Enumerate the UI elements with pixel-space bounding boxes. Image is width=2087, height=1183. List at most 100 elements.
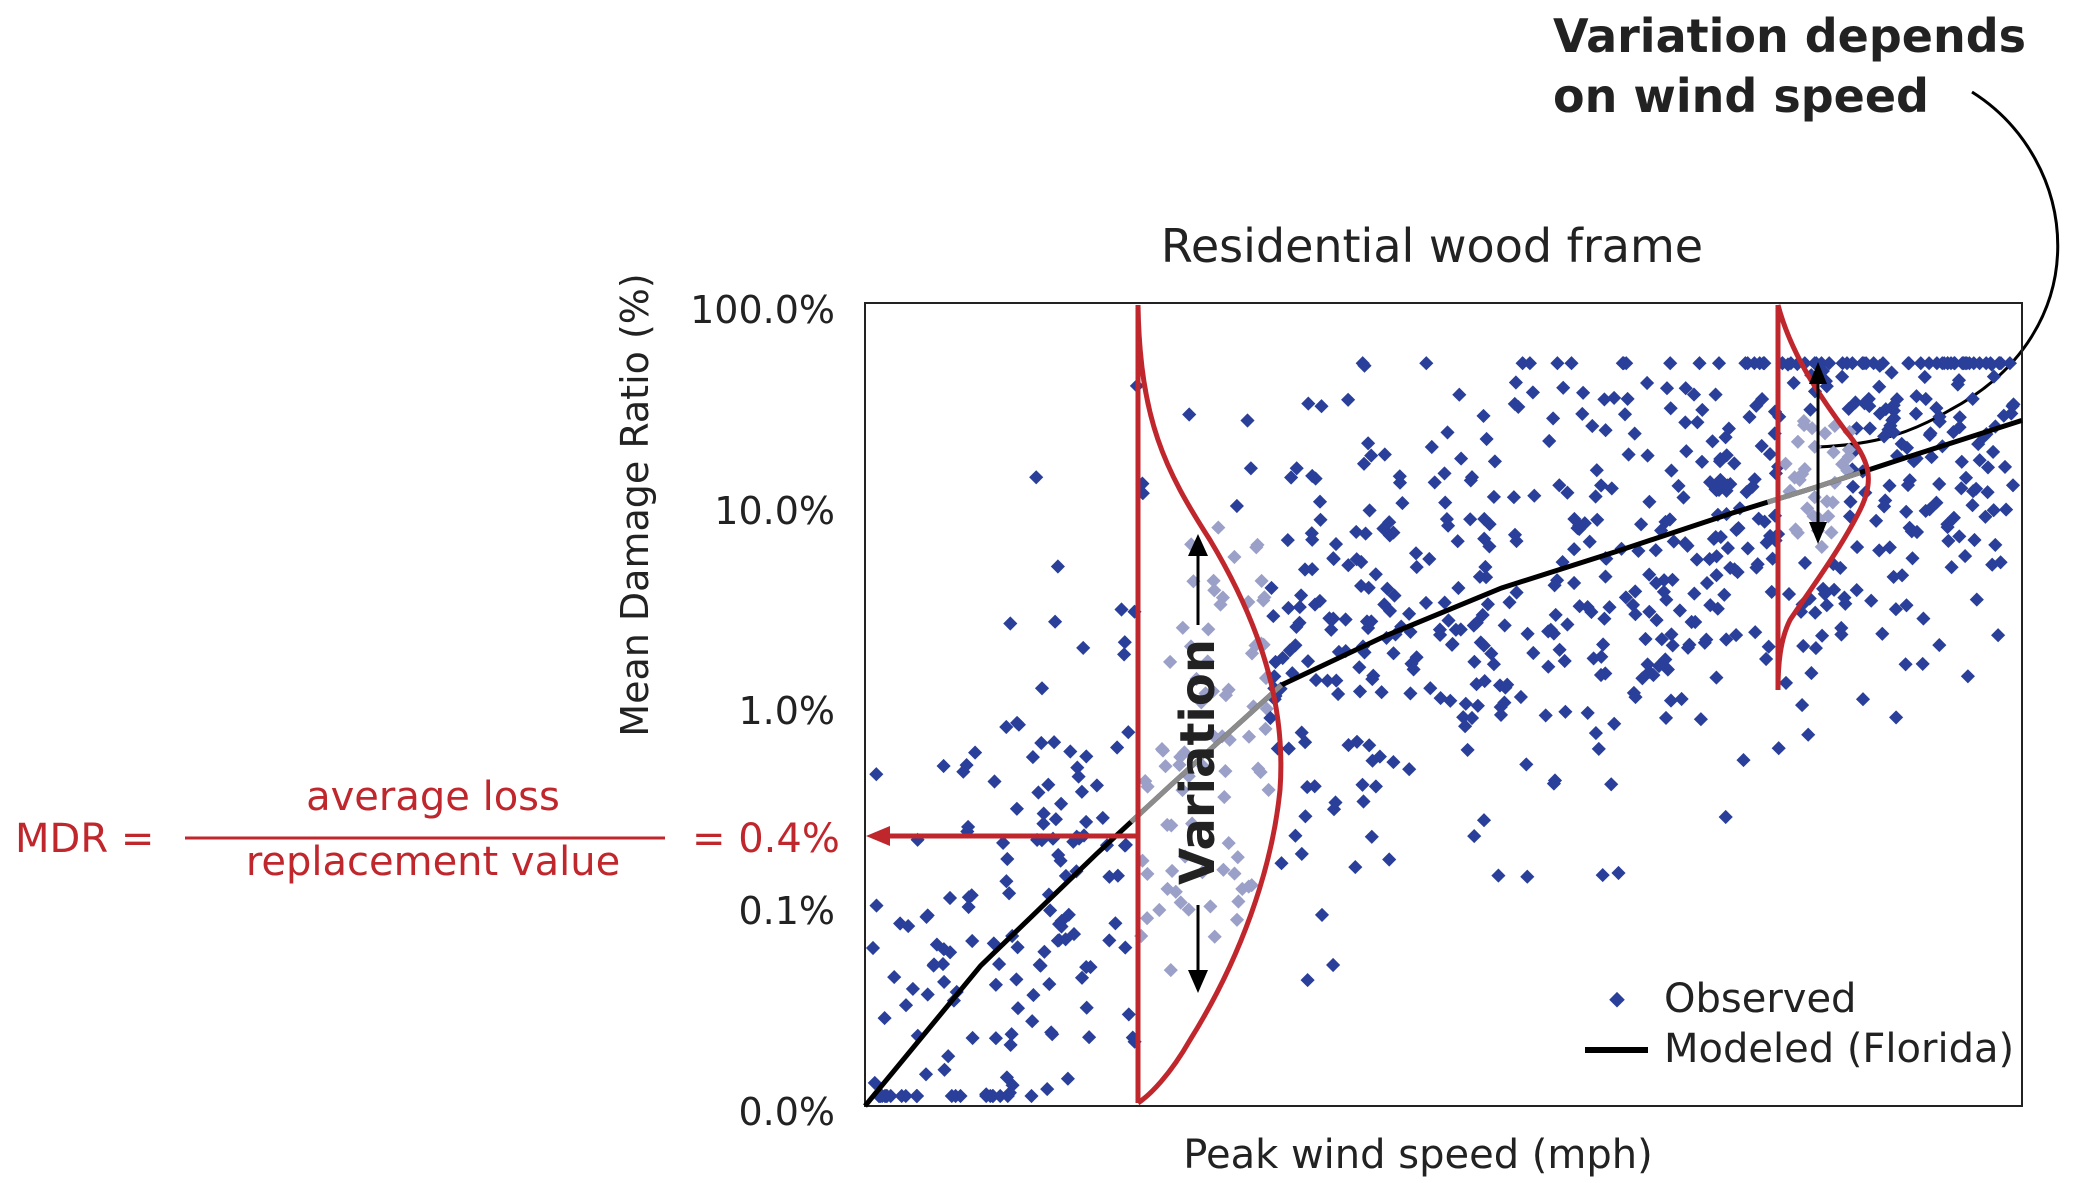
- observed-point: [1682, 637, 1697, 652]
- observed-point: [1713, 451, 1728, 467]
- observed-point: [1357, 358, 1372, 373]
- observed-point: [1507, 527, 1523, 542]
- observed-point: [1857, 396, 1872, 411]
- variation-right-arrow-down-head: [1809, 522, 1827, 544]
- observed-point: [1932, 638, 1947, 653]
- observed-point: [1720, 541, 1735, 556]
- observed-point: [1207, 929, 1222, 944]
- observed-point: [1665, 572, 1680, 587]
- observed-point: [1778, 456, 1793, 471]
- observed-point: [1947, 356, 1962, 371]
- observed-point: [1254, 573, 1269, 588]
- observed-point: [1050, 559, 1065, 574]
- observed-point: [1807, 439, 1822, 454]
- observed-point: [1699, 576, 1715, 591]
- observed-point: [1140, 911, 1155, 926]
- observed-point: [935, 957, 951, 972]
- observed-point: [1719, 632, 1734, 647]
- observed-point: [1331, 686, 1346, 702]
- observed-point: [1665, 638, 1680, 653]
- observed-point: [965, 933, 980, 949]
- observed-point: [1500, 677, 1515, 692]
- observed-point: [1138, 774, 1153, 789]
- observed-point: [1548, 607, 1563, 622]
- observed-point: [1440, 425, 1455, 440]
- observed-point: [988, 977, 1003, 992]
- observed-point: [1114, 602, 1129, 617]
- observed-point: [1666, 534, 1681, 549]
- observed-point: [1889, 710, 1904, 725]
- observed-point: [1991, 628, 2006, 643]
- observed-point: [1954, 481, 1969, 496]
- observed-point: [1079, 749, 1094, 764]
- observed-point: [1904, 524, 1919, 539]
- observed-point: [1888, 602, 1903, 617]
- observed-point: [1864, 593, 1879, 608]
- observed-point: [1002, 1085, 1017, 1100]
- observed-point: [1898, 657, 1913, 672]
- observed-point: [1025, 1014, 1040, 1029]
- observed-point: [1659, 381, 1675, 396]
- observed-point: [1198, 686, 1213, 701]
- observed-point: [1662, 512, 1677, 527]
- observed-point: [1095, 810, 1110, 825]
- observed-point: [941, 1049, 956, 1064]
- observed-point: [961, 899, 976, 915]
- observed-point: [1564, 356, 1579, 371]
- observed-point: [1872, 358, 1887, 373]
- observed-point: [1000, 851, 1015, 867]
- observed-point: [1477, 531, 1492, 546]
- observed-point: [1699, 632, 1714, 647]
- observed-point: [1354, 578, 1369, 593]
- observed-point: [1341, 558, 1356, 573]
- observed-point: [1229, 498, 1244, 514]
- observed-point: [1598, 423, 1613, 438]
- observed-point: [1466, 618, 1481, 633]
- observed-point: [1588, 489, 1603, 504]
- observed-point: [1558, 704, 1573, 719]
- observed-point: [1999, 502, 2014, 517]
- observed-point: [1708, 387, 1723, 402]
- observed-point: [1591, 741, 1606, 756]
- observed-point: [1525, 385, 1540, 400]
- observed-point: [905, 981, 920, 996]
- observed-point: [1922, 502, 1937, 517]
- observed-point: [1263, 710, 1278, 726]
- observed-point: [1519, 757, 1534, 772]
- observed-point: [1749, 398, 1764, 413]
- observed-point: [1472, 569, 1487, 584]
- observed-point: [1011, 717, 1026, 732]
- observed-point: [1967, 532, 1982, 548]
- observed-point: [1595, 868, 1610, 883]
- variation-right-arrow-up-head: [1809, 362, 1827, 384]
- observed-point: [1061, 907, 1076, 922]
- observed-point: [1118, 837, 1133, 852]
- observed-point: [1527, 488, 1542, 503]
- observed-point: [1312, 494, 1328, 509]
- observed-point: [1642, 604, 1657, 619]
- observed-point: [1403, 686, 1418, 701]
- observed-point: [1024, 1088, 1039, 1104]
- observed-point: [1849, 583, 1864, 598]
- observed-point: [1617, 407, 1633, 422]
- observed-point: [1511, 399, 1526, 414]
- observed-point: [1305, 532, 1320, 547]
- observed-point: [1835, 356, 1850, 371]
- observed-point: [999, 719, 1014, 735]
- observed-point: [1845, 479, 1861, 494]
- observed-point: [1025, 750, 1040, 765]
- observed-point: [1177, 745, 1192, 760]
- observed-point: [1594, 478, 1609, 493]
- observed-point: [1972, 453, 1987, 468]
- observed-point: [1376, 521, 1391, 536]
- observed-point: [1307, 597, 1323, 612]
- observed-point: [1513, 689, 1528, 705]
- observed-point: [1118, 940, 1133, 955]
- observed-point: [1969, 481, 1984, 496]
- observed-point: [1628, 607, 1643, 622]
- observed-point: [1638, 631, 1653, 647]
- observed-point: [1796, 638, 1811, 654]
- observed-point: [1348, 860, 1363, 875]
- observed-point: [1640, 448, 1655, 463]
- observed-point: [1577, 516, 1592, 531]
